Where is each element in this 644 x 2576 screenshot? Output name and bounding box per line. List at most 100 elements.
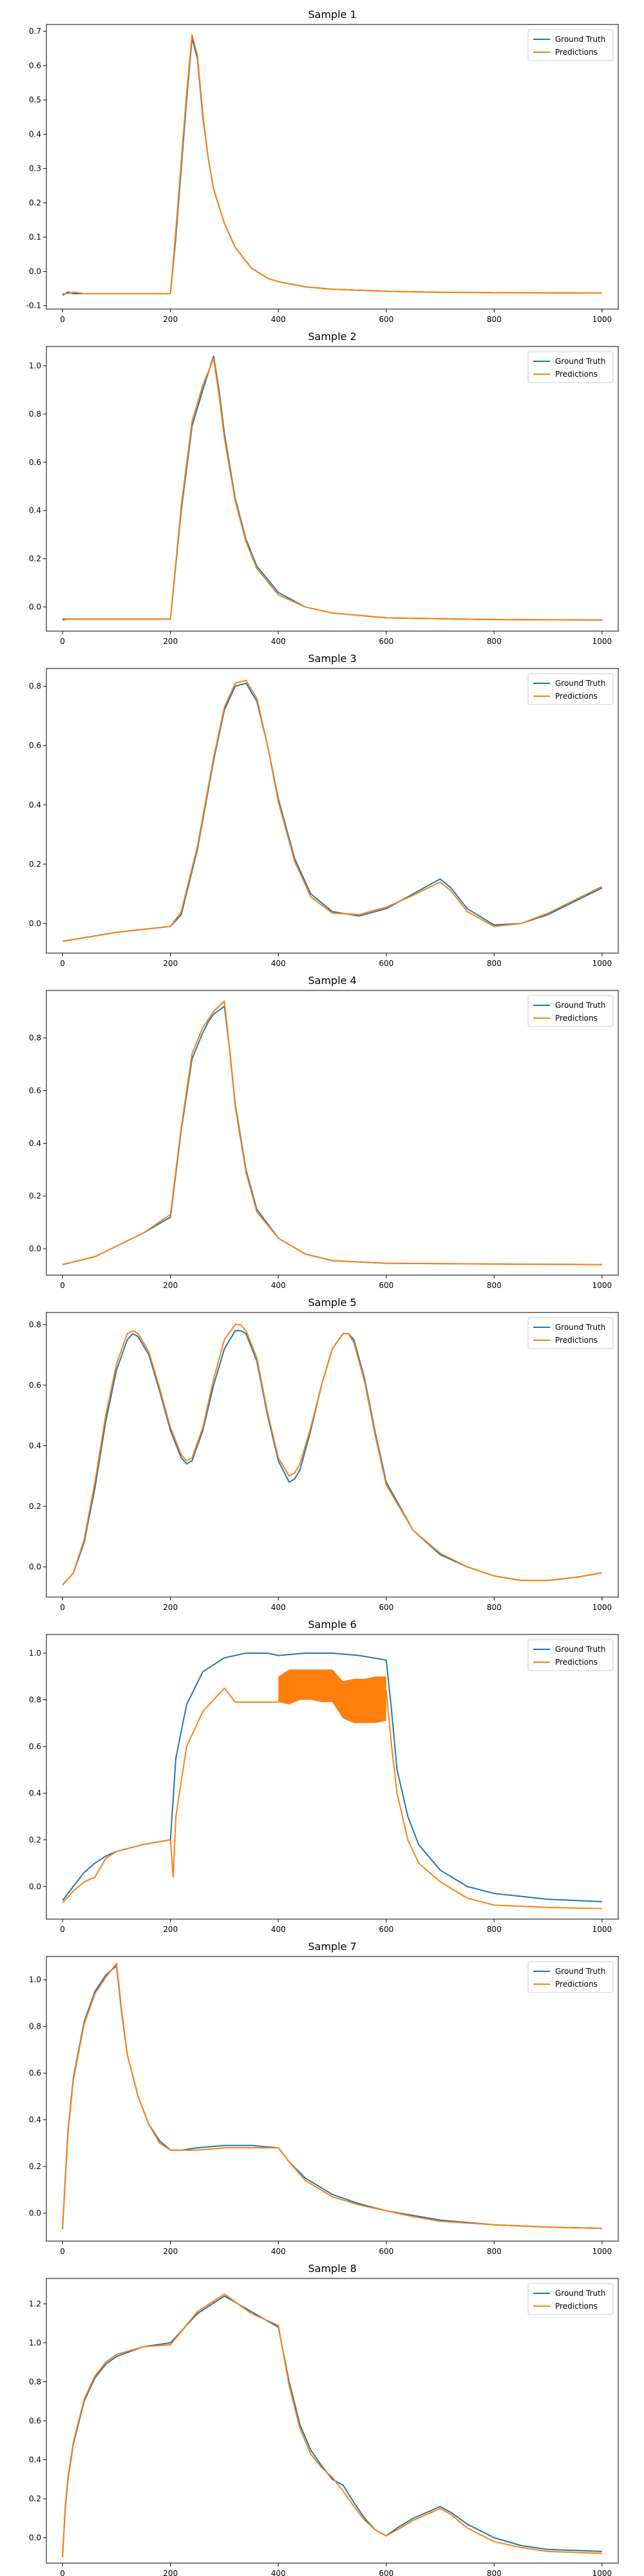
y-tick-label: 0.4 [29,800,41,810]
y-tick-label: 1.0 [29,361,41,370]
y-tick-label: -0.1 [26,301,41,310]
x-tick-label: 600 [379,315,393,322]
x-tick-label: 600 [379,2247,393,2254]
y-tick-label: 0.8 [29,682,41,691]
legend-label: Ground Truth [555,1001,605,1010]
x-tick-label: 800 [487,1281,502,1288]
x-tick-label: 200 [163,2569,178,2576]
y-tick-label: 0.4 [29,1441,41,1450]
x-tick-label: 600 [379,1925,393,1932]
x-tick-label: 200 [163,1281,178,1288]
chart-panel-1: Sample 1 0 200 400 600 800 1000 -0.1 0.0 0.1 0.2 0.… [26,8,619,322]
legend: Ground Truth Predictions [527,351,614,383]
y-tick-label: 0.0 [29,603,41,612]
legend-label: Ground Truth [555,2289,605,2298]
y-tick-label: 0.6 [29,1742,41,1751]
x-tick-label: 0 [60,1925,65,1932]
x-tick-label: 0 [60,1603,65,1610]
y-tick-label: 1.0 [29,2338,41,2347]
predictions-line [62,33,602,295]
x-tick-label: 800 [487,637,502,644]
x-tick-label: 600 [379,1281,393,1288]
axes-frame [46,668,619,954]
x-tick-label: 400 [271,959,286,966]
legend-label: Ground Truth [555,1323,605,1332]
x-tick-label: 1000 [592,2247,612,2254]
chart-panel-3: Sample 3 0 200 400 600 800 1000 0.0 0.2 0.4 0.6 0.8… [29,652,619,966]
x-tick-label: 0 [60,2569,65,2576]
ground-truth-line [62,37,602,296]
chart-title: Sample 4 [308,974,356,987]
legend-label: Predictions [555,692,598,701]
y-tick-label: 0.6 [29,2069,41,2078]
y-tick-label: 0.8 [29,2022,41,2031]
predictions-line [62,1685,602,1909]
x-tick-label: 200 [163,637,178,644]
ground-truth-line [62,2295,602,2557]
x-tick-label: 400 [271,1925,286,1932]
y-tick-label: 0.7 [29,27,41,36]
x-tick-label: 1000 [592,637,612,644]
legend: Ground Truth Predictions [527,2283,614,2315]
x-tick-label: 400 [271,637,286,644]
y-tick-label: 0.4 [29,1788,41,1797]
legend-label: Ground Truth [555,679,605,688]
y-tick-label: 0.0 [29,267,41,276]
x-tick-label: 0 [60,637,65,644]
y-tick-label: 0.8 [29,1695,41,1704]
x-tick-label: 600 [379,1603,393,1610]
y-tick-label: 1.0 [29,1649,41,1658]
x-tick-label: 800 [487,1925,502,1932]
ground-truth-line [62,1965,602,2230]
legend-label: Ground Truth [555,35,605,44]
predictions-oscillation-band [278,1669,386,1723]
chart-panel-7: Sample 7 0 200 400 600 800 1000 0.0 0.2 0.4 0.6 0.8… [29,1940,619,2254]
predictions-line [62,2293,602,2557]
y-tick-label: 0.2 [29,860,41,869]
x-tick-label: 200 [163,315,178,322]
x-tick-label: 800 [487,315,502,322]
y-tick-label: 0.0 [29,919,41,928]
y-tick-label: 0.2 [29,1502,41,1511]
y-tick-label: 0.8 [29,1034,41,1043]
y-tick-label: 0.6 [29,61,41,70]
y-tick-label: 0.6 [29,741,41,750]
y-tick-label: 0.8 [29,2377,41,2386]
y-tick-label: 0.8 [29,410,41,419]
x-tick-label: 600 [379,2569,393,2576]
x-tick-label: 0 [60,959,65,966]
legend-label: Predictions [555,1336,598,1345]
chart-panel-8: Sample 8 0 200 400 600 800 1000 0.0 0.2 0.4 0.6 0.8… [29,2262,619,2576]
legend: Ground Truth Predictions [527,995,614,1027]
chart-title: Sample 1 [308,8,356,21]
x-tick-label: 400 [271,2569,286,2576]
x-tick-label: 600 [379,959,393,966]
x-tick-label: 1000 [592,1281,612,1288]
legend-label: Ground Truth [555,1645,605,1654]
ground-truth-line [62,355,602,621]
predictions-line [62,1000,602,1265]
chart-title: Sample 2 [308,330,356,343]
x-tick-label: 1000 [592,959,612,966]
y-tick-label: 1.2 [29,2299,41,2308]
legend-label: Predictions [555,1658,598,1667]
y-tick-label: 0.2 [29,1835,41,1844]
ground-truth-line [62,1652,602,1902]
x-tick-label: 1000 [592,2569,612,2576]
x-tick-label: 400 [271,315,286,322]
y-tick-label: 0.5 [29,95,41,104]
legend: Ground Truth Predictions [527,1961,614,1993]
y-tick-label: 0.4 [29,1139,41,1148]
x-tick-label: 800 [487,959,502,966]
legend-label: Predictions [555,370,598,379]
legend-label: Predictions [555,1014,598,1023]
legend: Ground Truth Predictions [527,673,614,705]
axes-frame [46,1956,619,2242]
predictions-line [62,1962,602,2230]
y-tick-label: 0.1 [29,232,41,242]
legend-label: Ground Truth [555,357,605,366]
x-tick-label: 200 [163,959,178,966]
chart-title: Sample 5 [308,1296,356,1309]
x-tick-label: 1000 [592,1925,612,1932]
x-tick-label: 1000 [592,315,612,322]
